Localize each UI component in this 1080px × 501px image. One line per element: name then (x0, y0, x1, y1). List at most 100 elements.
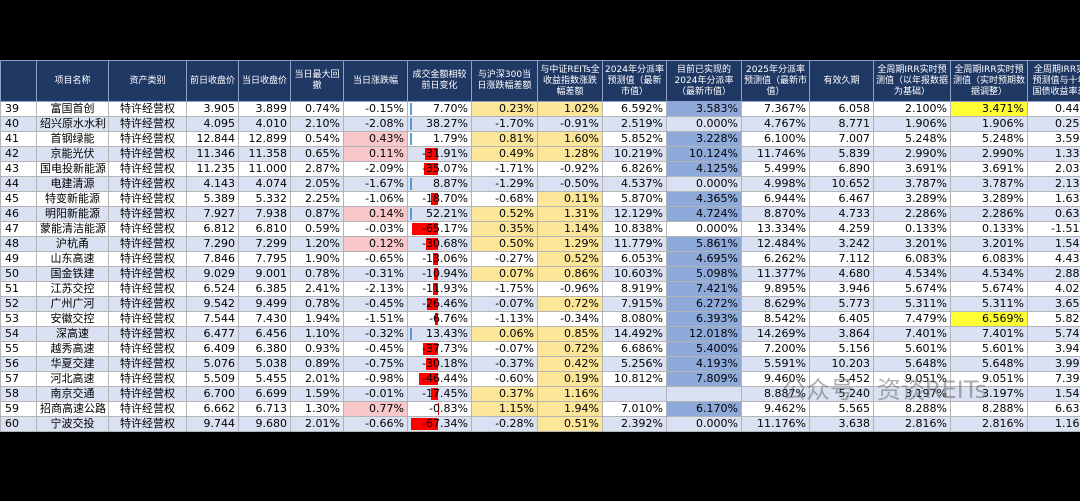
column-header: 与沪深300当日涨跌幅差额 (471, 60, 538, 102)
cell-hs300: 0.23% (471, 101, 538, 117)
cell-vol: 52.21% (407, 206, 472, 222)
cell-prev: 11.346 (186, 146, 239, 162)
cell-dur: 4.733 (809, 206, 874, 222)
cell-id: 44 (0, 176, 37, 192)
cell-irr2: 7.401% (950, 326, 1028, 342)
table-row: 48 沪杭甬 特许经营权 7.290 7.299 1.20% 0.12% -30.68% 0.5… (0, 236, 1080, 252)
table-row: 47 蒙能清洁能源 特许经营权 6.812 6.810 0.59% -0.03% -65.17… (0, 221, 1080, 237)
cell-a24: 10.124% (666, 146, 742, 162)
volume-change-bar (433, 268, 438, 280)
cell-dur: 5.240 (809, 386, 874, 402)
table-row: 55 越秀高速 特许经营权 6.409 6.380 0.93% -0.45% -37.73% -… (0, 341, 1080, 357)
table-row: 54 深高速 特许经营权 6.477 6.456 1.10% -0.32% 13.43% 0.0… (0, 326, 1080, 342)
cell-close: 6.699 (238, 386, 291, 402)
cell-d25: 4.998% (741, 176, 810, 192)
cell-a24: 4.193% (666, 356, 742, 372)
cell-dd: 2.25% (290, 191, 344, 207)
cell-dur: 5.156 (809, 341, 874, 357)
cell-dd: 2.87% (290, 161, 344, 177)
cell-type: 特许经营权 (108, 251, 187, 267)
cell-hs300: -0.07% (471, 341, 538, 357)
cell-id: 59 (0, 401, 37, 417)
cell-irr1: 3.289% (873, 191, 951, 207)
cell-d24: 6.686% (602, 341, 667, 357)
cell-id: 51 (0, 281, 37, 297)
cell-type: 特许经营权 (108, 101, 187, 117)
cell-close: 7.299 (238, 236, 291, 252)
cell-vol: 8.87% (407, 176, 472, 192)
cell-close: 7.795 (238, 251, 291, 267)
cell-name: 京能光伏 (36, 146, 109, 162)
cell-spread: 0.448% (1027, 101, 1080, 117)
cell-irr2: 3.691% (950, 161, 1028, 177)
cell-vol: -0.83% (407, 401, 472, 417)
cell-irr2: 3.201% (950, 236, 1028, 252)
cell-close: 11.000 (238, 161, 291, 177)
cell-prev: 4.143 (186, 176, 239, 192)
cell-name: 国金铁建 (36, 266, 109, 282)
volume-change-bar (422, 343, 438, 355)
cell-spread: 3.997% (1027, 356, 1080, 372)
volume-change-value: -30.18% (422, 357, 468, 371)
column-header: 当日最大回撤 (290, 60, 344, 102)
volume-change-bar (432, 253, 438, 265)
cell-reits: -0.91% (537, 116, 603, 132)
cell-close: 5.455 (238, 371, 291, 387)
cell-hs300: -0.27% (471, 251, 538, 267)
cell-close: 6.810 (238, 221, 291, 237)
volume-change-bar (425, 148, 438, 160)
cell-irr2: 1.906% (950, 116, 1028, 132)
cell-a24: 4.365% (666, 191, 742, 207)
cell-close: 11.358 (238, 146, 291, 162)
cell-id: 52 (0, 296, 37, 312)
cell-irr1: 5.311% (873, 296, 951, 312)
cell-dur: 3.242 (809, 236, 874, 252)
cell-dd: 0.87% (290, 206, 344, 222)
volume-change-bar (410, 178, 412, 190)
cell-id: 47 (0, 221, 37, 237)
cell-name: 广州广河 (36, 296, 109, 312)
cell-d24: 7.915% (602, 296, 667, 312)
cell-irr2: 5.601% (950, 341, 1028, 357)
volume-change-bar (431, 388, 438, 400)
cell-dd: 1.94% (290, 311, 344, 327)
cell-type: 特许经营权 (108, 296, 187, 312)
cell-irr1: 0.133% (873, 221, 951, 237)
cell-irr1: 8.288% (873, 401, 951, 417)
cell-id: 60 (0, 416, 37, 432)
cell-dd: 0.93% (290, 341, 344, 357)
cell-spread: 2.039% (1027, 161, 1080, 177)
cell-prev: 7.290 (186, 236, 239, 252)
cell-dd: 2.41% (290, 281, 344, 297)
cell-d24: 6.592% (602, 101, 667, 117)
cell-reits: 1.28% (537, 146, 603, 162)
column-header: 成交金额相较前日变化 (407, 60, 472, 102)
cell-spread: 1.545% (1027, 386, 1080, 402)
cell-irr1: 5.601% (873, 341, 951, 357)
volume-change-bar (410, 208, 412, 220)
cell-name: 国电投新能源 (36, 161, 109, 177)
cell-irr1: 5.648% (873, 356, 951, 372)
cell-dur: 3.638 (809, 416, 874, 432)
volume-change-bar (410, 103, 412, 115)
cell-type: 特许经营权 (108, 386, 187, 402)
cell-chg: 0.77% (343, 401, 408, 417)
cell-irr2: 5.248% (950, 131, 1028, 147)
cell-vol: -13.06% (407, 251, 472, 267)
cell-chg: -0.75% (343, 356, 408, 372)
cell-d24: 5.256% (602, 356, 667, 372)
cell-irr1: 2.816% (873, 416, 951, 432)
cell-a24: 6.272% (666, 296, 742, 312)
cell-type: 特许经营权 (108, 131, 187, 147)
volume-change-value: 7.70% (433, 102, 468, 116)
cell-name: 蒙能清洁能源 (36, 221, 109, 237)
cell-irr2: 5.311% (950, 296, 1028, 312)
cell-d24: 2.519% (602, 116, 667, 132)
cell-reits: 1.29% (537, 236, 603, 252)
cell-dur: 4.259 (809, 221, 874, 237)
cell-prev: 6.662 (186, 401, 239, 417)
cell-dd: 0.59% (290, 221, 344, 237)
cell-d24: 10.219% (602, 146, 667, 162)
table-row: 41 首钢绿能 特许经营权 12.844 12.899 0.54% 0.43% 1.79% 0.… (0, 131, 1080, 147)
cell-d25: 8.887% (741, 386, 810, 402)
